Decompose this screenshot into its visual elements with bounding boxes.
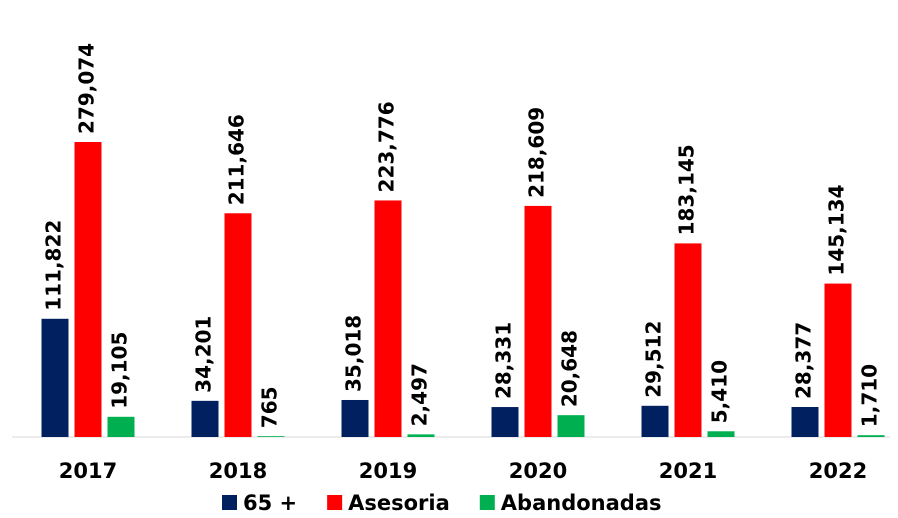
- bar: [857, 435, 885, 437]
- bar: [641, 405, 669, 437]
- bar: [674, 243, 702, 437]
- data-label: 1,710: [858, 364, 882, 427]
- data-label: 35,018: [342, 315, 366, 392]
- legend-label: Asesoria: [348, 491, 450, 515]
- bar: [791, 407, 819, 437]
- data-label: 2,497: [408, 363, 432, 426]
- x-tick-label: 2021: [659, 459, 717, 483]
- data-label: 765: [258, 386, 282, 428]
- data-label: 279,074: [75, 43, 99, 134]
- bar: [557, 415, 585, 437]
- bar: [191, 400, 219, 437]
- x-tick-label: 2020: [509, 459, 567, 483]
- bar: [257, 436, 285, 437]
- data-label: 34,201: [192, 316, 216, 393]
- legend-label: 65 +: [243, 491, 297, 515]
- bar: [524, 205, 552, 437]
- data-label: 28,377: [792, 322, 816, 399]
- legend-swatch: [479, 495, 495, 510]
- data-label: 111,822: [42, 220, 66, 311]
- bar: [824, 283, 852, 437]
- data-label: 29,512: [642, 321, 666, 398]
- bar: [341, 399, 369, 437]
- data-label: 218,609: [525, 107, 549, 198]
- data-label: 19,105: [108, 332, 132, 409]
- data-label: 5,410: [708, 360, 732, 423]
- x-tick-label: 2019: [359, 459, 417, 483]
- bar: [74, 142, 102, 437]
- x-tick-label: 2017: [59, 459, 117, 483]
- data-label: 211,646: [225, 114, 249, 205]
- data-label: 223,776: [375, 101, 399, 192]
- legend-label: Abandonadas: [501, 491, 662, 515]
- legend-swatch: [327, 495, 343, 510]
- bar: [407, 434, 435, 437]
- legend-swatch: [222, 495, 237, 510]
- data-label: 145,134: [825, 184, 849, 275]
- bar: [374, 200, 402, 437]
- bar: [224, 213, 252, 437]
- bar: [707, 431, 735, 437]
- data-label: 183,145: [675, 144, 699, 235]
- x-tick-label: 2018: [209, 459, 267, 483]
- data-label: 20,648: [558, 330, 582, 407]
- bar: [41, 318, 69, 437]
- x-tick-label: 2022: [809, 459, 867, 483]
- bar: [107, 416, 135, 437]
- data-label: 28,331: [492, 322, 516, 399]
- bar: [491, 407, 519, 437]
